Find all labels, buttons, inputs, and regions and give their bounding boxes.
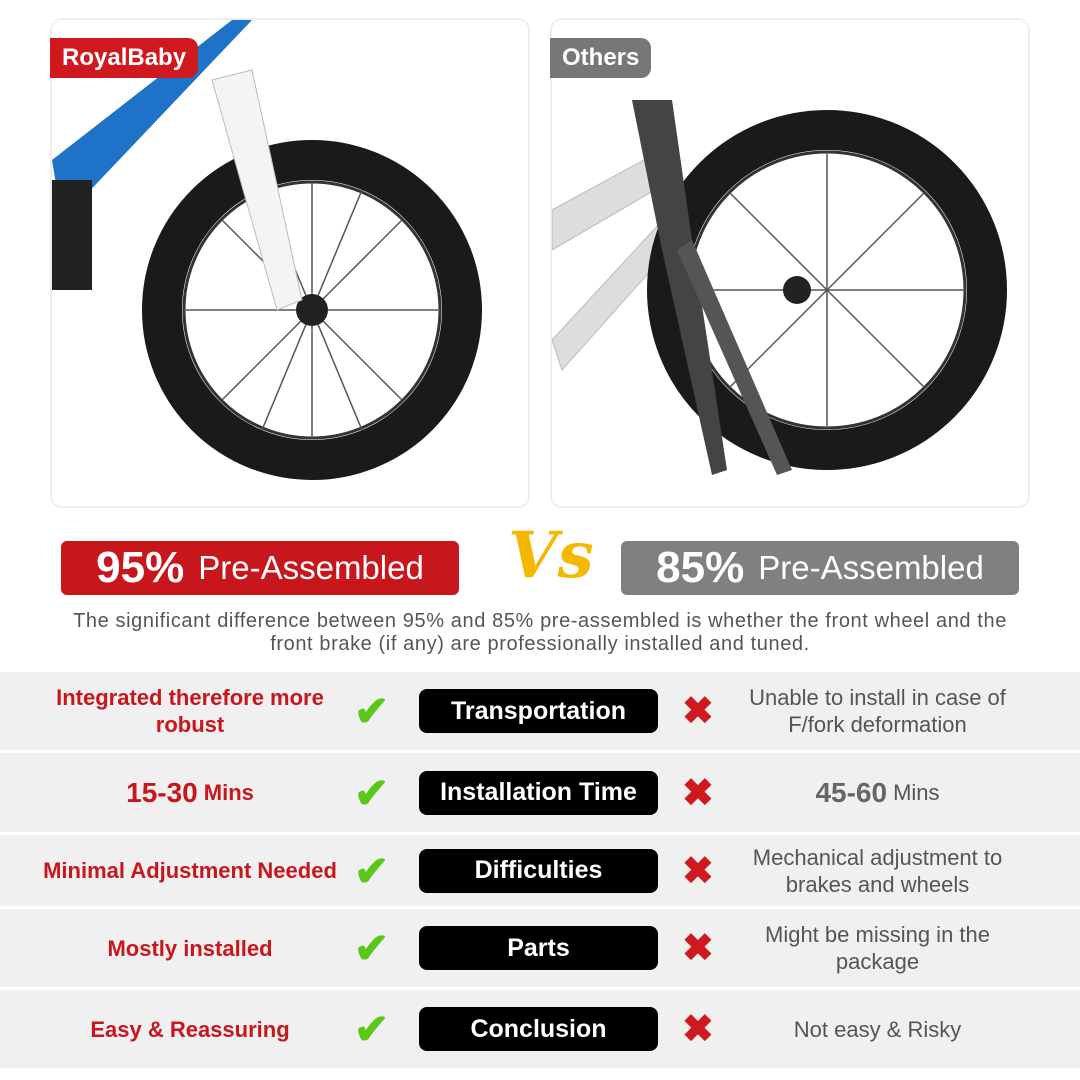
royalbaby-value: Mostly installed	[107, 935, 273, 961]
others-time: 45-60	[815, 777, 888, 808]
vs-label: Vs	[508, 518, 594, 593]
others-bike-image	[550, 18, 1030, 508]
others-assembly-badge: 85% Pre-Assembled	[621, 541, 1019, 595]
others-value: Might be missing in the package	[765, 922, 990, 974]
royalbaby-time-unit: Mins	[203, 780, 254, 805]
category-label: Installation Time	[419, 770, 658, 815]
royalbaby-assembly-label: Pre-Assembled	[198, 549, 424, 586]
comparison-row-parts: Mostly installed ✔ Parts ✖ Might be miss…	[0, 909, 1080, 987]
royalbaby-value: Easy & Reassuring	[90, 1016, 290, 1042]
cross-icon: ✖	[682, 850, 714, 892]
royalbaby-percent: 95%	[96, 543, 185, 592]
others-brand-label: Others	[550, 38, 652, 78]
comparison-row-transportation: Integrated therefore more robust ✔ Trans…	[0, 672, 1080, 750]
comparison-row-installation-time: 15-30 Mins ✔ Installation Time ✖ 45-60 Min…	[0, 753, 1080, 832]
royalbaby-brand-label: RoyalBaby	[50, 38, 199, 78]
category-label: Difficulties	[419, 848, 658, 893]
check-icon: ✔	[354, 847, 390, 894]
check-icon: ✔	[354, 687, 390, 735]
others-value: Mechanical adjustment to brakes and whee…	[752, 844, 1003, 897]
others-percent: 85%	[656, 543, 745, 592]
cross-icon: ✖	[682, 690, 714, 733]
check-icon: ✔	[354, 924, 390, 972]
royalbaby-bike-image	[50, 18, 530, 508]
others-wheel-illustration	[552, 100, 1007, 475]
others-value: Not easy & Risky	[793, 1016, 962, 1042]
category-label: Transportation	[419, 689, 658, 733]
royalbaby-value: Minimal Adjustment Needed	[43, 858, 337, 883]
cross-icon: ✖	[682, 1008, 714, 1051]
comparison-row-conclusion: Easy & Reassuring ✔ Conclusion ✖ Not eas…	[0, 990, 1080, 1068]
check-icon: ✔	[354, 1005, 390, 1053]
check-icon: ✔	[354, 769, 390, 816]
royalbaby-assembly-badge: 95% Pre-Assembled	[61, 541, 459, 595]
category-label: Parts	[419, 926, 658, 970]
comparison-row-difficulties: Minimal Adjustment Needed ✔ Difficulties…	[0, 835, 1080, 906]
cross-icon: ✖	[682, 772, 714, 814]
royalbaby-value: 15-30 Mins	[40, 753, 340, 832]
royalbaby-value: Integrated therefore more robust	[56, 685, 324, 737]
others-time-unit: Mins	[893, 780, 940, 805]
others-assembly-label: Pre-Assembled	[758, 549, 984, 586]
others-value: 45-60 Mins	[730, 753, 1025, 832]
royalbaby-time: 15-30	[126, 777, 198, 808]
cross-icon: ✖	[682, 927, 714, 970]
description-text: The significant difference between 95% a…	[73, 610, 1007, 655]
royalbaby-wheel-illustration	[52, 20, 482, 480]
category-label: Conclusion	[419, 1007, 658, 1051]
others-value: Unable to install in case of F/fork defo…	[749, 685, 1006, 737]
